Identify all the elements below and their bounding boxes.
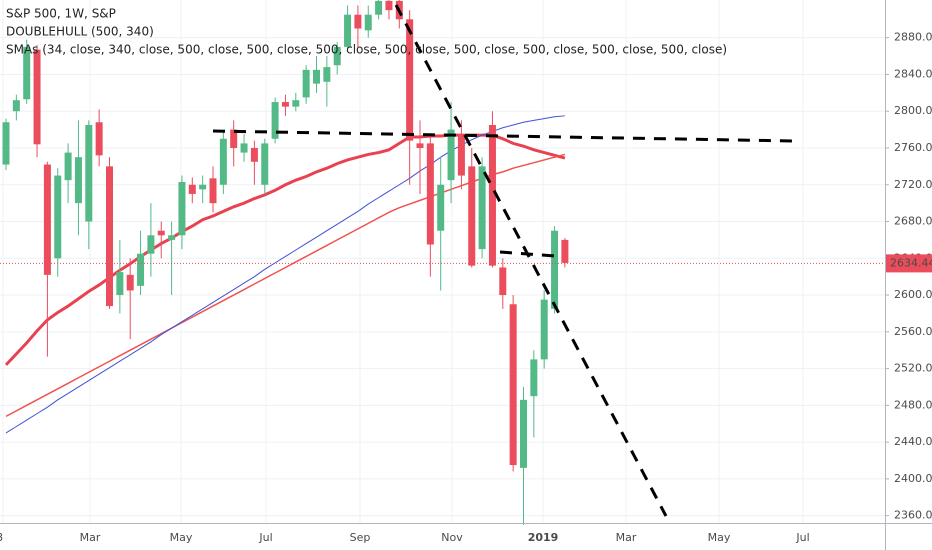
candle-body [137,253,145,286]
y-tick-label: 2720.00 [894,178,932,191]
candle-body [447,129,455,181]
x-tick-label: 8 [0,531,3,544]
x-tick-label: Mar [616,531,637,544]
y-tick-label: 2440.00 [894,435,932,448]
last-price-box [886,254,932,273]
y-tick-label: 2680.00 [894,215,932,228]
candle-body [157,230,165,236]
candle-body [468,166,476,266]
x-tick-label: 2019 [528,531,559,544]
candle-body [540,299,548,360]
moving-average [5,115,565,434]
candle-body [364,14,372,31]
candle-body [209,178,217,204]
candle-body [509,304,517,466]
trend-line [212,129,796,143]
candle-body [219,138,227,185]
x-tick-label: May [170,531,193,544]
candle-body [168,235,176,240]
candle-body [333,46,341,66]
y-tick-label: 2360.00 [894,509,932,522]
indicator-label: DOUBLEHULL (500, 340) [6,25,154,39]
y-tick-label: 2560.00 [894,325,932,338]
candle-body [354,14,362,29]
candle-body [74,157,82,204]
candle-body [457,134,465,176]
candle-body [188,184,196,194]
x-tick-label: Jul [795,531,809,544]
candle-body [281,102,289,107]
candle-body [437,184,445,231]
last-price-label: 2634.44 [890,256,932,269]
candle-body [116,272,124,296]
candle-body [292,100,300,107]
candle-body [12,100,20,112]
candle-body [561,239,569,263]
candle-body [261,143,269,185]
candle-body [530,359,538,397]
candle-body [416,143,424,148]
candle-body [106,166,113,307]
candle-body [33,49,41,145]
candle-body [551,230,559,309]
candle-body [23,46,31,100]
y-tick-label: 2840.00 [894,67,932,80]
x-tick-label: Jul [258,531,272,544]
candle-body [2,122,10,165]
y-tick-label: 2880.00 [894,31,932,44]
x-tick-label: Nov [441,531,463,544]
candle-body [271,102,279,139]
candle-body [302,69,310,98]
candle-body [95,122,103,156]
candle-body [199,184,207,190]
x-tick-label: Sep [350,531,371,544]
candle-body [64,152,72,181]
candle-body [499,267,507,296]
candles [2,0,569,525]
candle-body [323,67,331,82]
y-tick-label: 2480.00 [894,398,932,411]
candle-body [126,274,134,291]
y-tick-label: 2600.00 [894,288,932,301]
x-tick-label: May [708,531,731,544]
trend-lines [212,4,796,517]
axes: 2360.00 2400.00 2440.00 2480.00 2520.00 2560.… [0,31,932,544]
chart-title: S&P 500, 1W, S&P [6,7,116,21]
candle-body [85,125,93,222]
candle-body [426,143,434,245]
y-tick-label: 2760.00 [894,141,932,154]
candle-body [147,235,155,254]
candle-body [43,164,51,275]
x-tick-label: Mar [80,531,101,544]
candle-body [406,19,414,141]
candle-body [230,129,238,148]
indicator-label: SMAs (34, close, 340, close, 500, close,… [6,43,727,57]
candle-body [478,166,486,250]
candle-body [178,181,186,236]
candle-body [488,125,496,266]
candle-body [344,14,352,47]
y-tick-label: 2800.00 [894,104,932,117]
candle-body [240,143,248,153]
y-tick-label: 2520.00 [894,362,932,375]
candle-body [54,175,62,259]
candle-body [385,0,393,11]
candle-body [250,147,258,162]
candle-body [375,0,383,15]
candle-body [313,69,320,84]
trend-line [499,250,556,258]
y-tick-label: 2400.00 [894,472,932,485]
candle-body [520,399,527,468]
